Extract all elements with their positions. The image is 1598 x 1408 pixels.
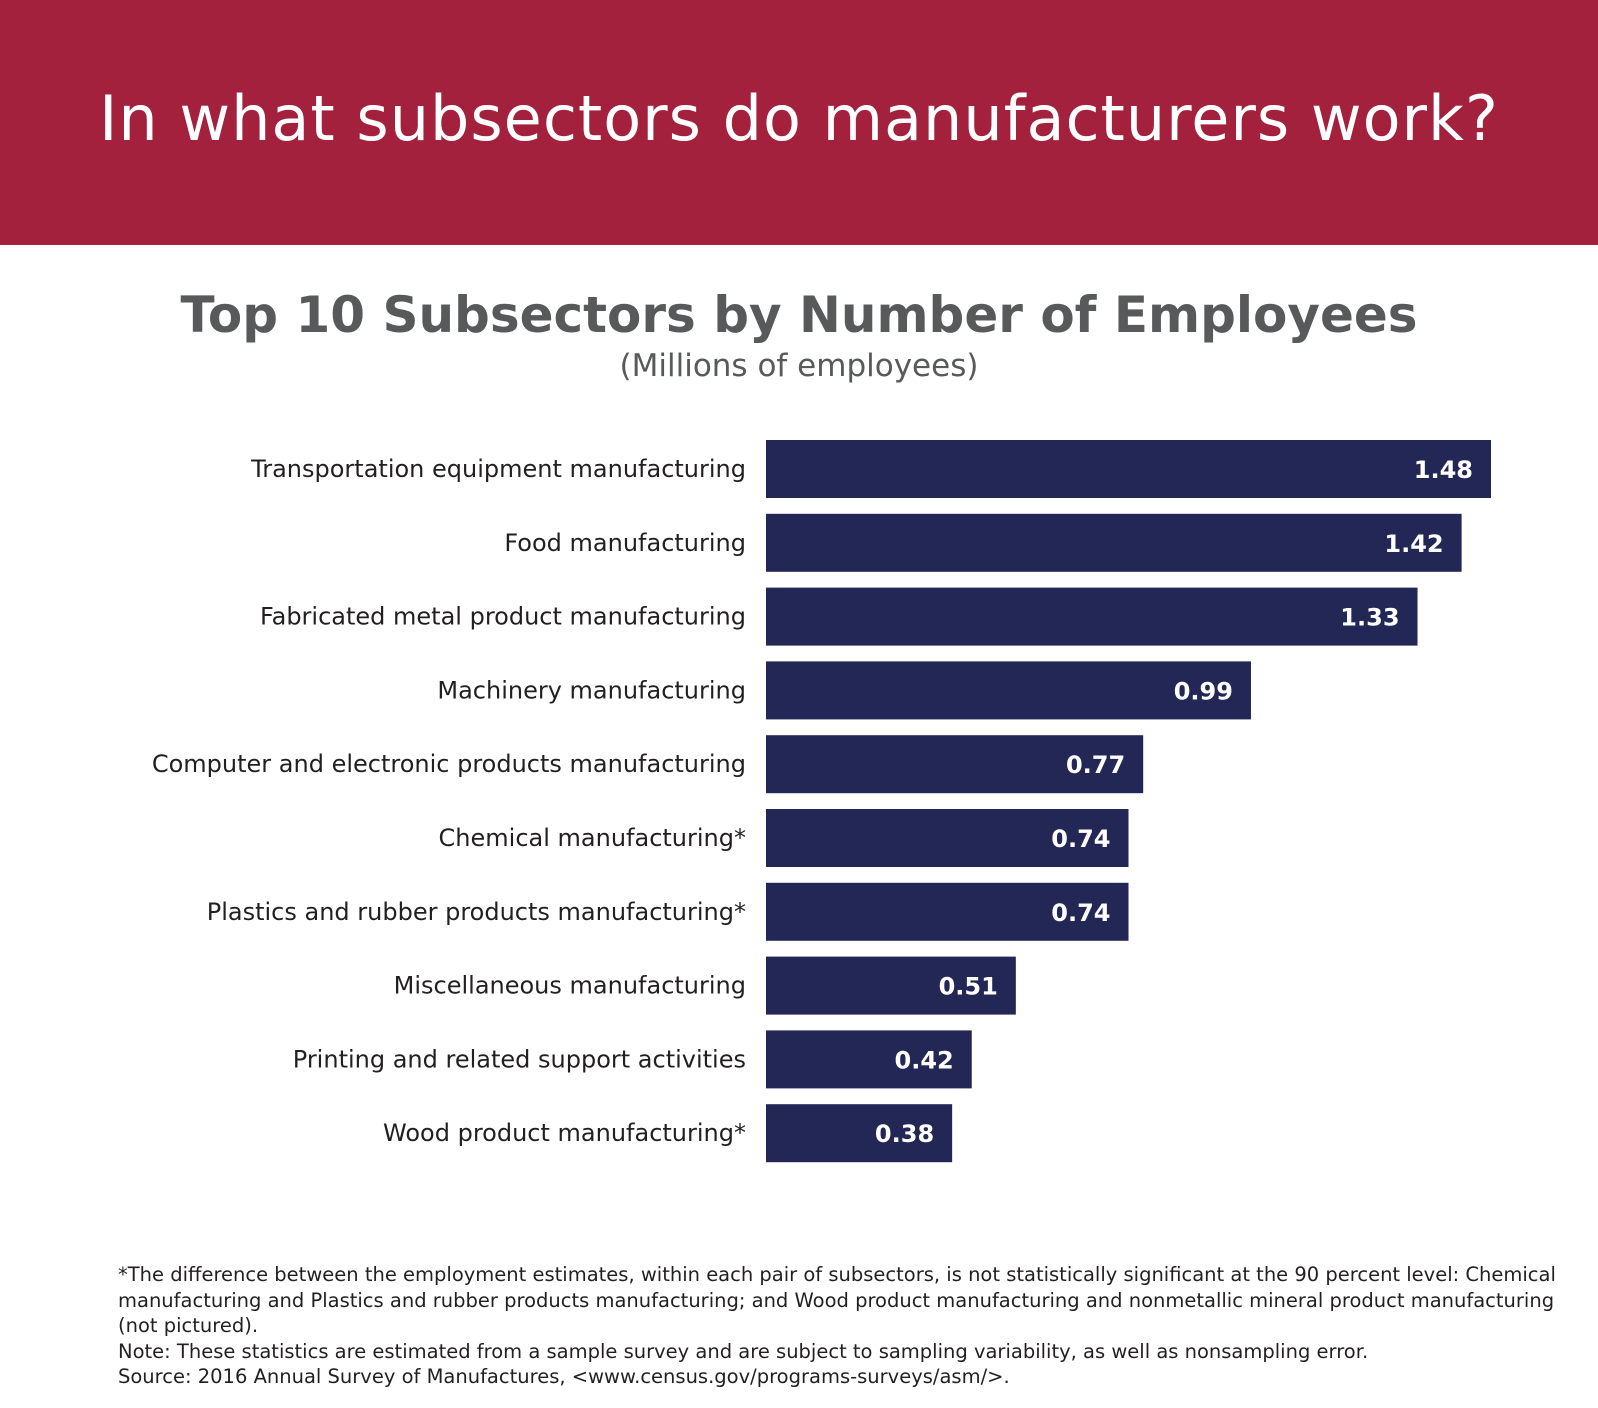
value-label-5: 0.77 <box>1066 751 1125 779</box>
header-banner: In what subsectors do manufacturers work… <box>0 0 1598 245</box>
banner-title: In what subsectors do manufacturers work… <box>99 82 1499 155</box>
bar-8 <box>766 956 1016 1015</box>
bar-10 <box>766 1104 953 1163</box>
asterisk-footnote: *The difference between the employment e… <box>118 1263 1556 1337</box>
category-label-8: Miscellaneous manufacturing <box>394 972 746 1000</box>
bar-9 <box>766 1030 972 1089</box>
value-label-3: 1.33 <box>1340 604 1399 632</box>
bar-6 <box>766 809 1129 867</box>
bar-4 <box>766 661 1251 720</box>
note-footnote: Note: These statistics are estimated fro… <box>118 1339 1369 1363</box>
value-label-2: 1.42 <box>1384 530 1443 558</box>
category-label-3: Fabricated metal product manufacturing <box>260 603 746 631</box>
category-label-2: Food manufacturing <box>504 529 746 557</box>
value-label-9: 0.42 <box>895 1046 954 1074</box>
bar-7 <box>766 882 1129 941</box>
value-label-7: 0.74 <box>1051 899 1110 927</box>
chart-title: Top 10 Subsectors by Number of Employees <box>180 286 1418 344</box>
bar-1 <box>766 440 1491 498</box>
bar-5 <box>766 735 1144 794</box>
value-label-6: 0.74 <box>1051 825 1110 853</box>
value-label-8: 0.51 <box>939 973 998 1001</box>
category-label-4: Machinery manufacturing <box>437 676 746 704</box>
footnotes: *The difference between the employment e… <box>118 1262 1558 1390</box>
category-label-5: Computer and electronic products manufac… <box>152 750 746 778</box>
bar-2 <box>766 513 1462 572</box>
value-label-1: 1.48 <box>1414 456 1473 484</box>
category-label-9: Printing and related support activities <box>293 1045 746 1073</box>
category-label-10: Wood product manufacturing* <box>383 1119 746 1147</box>
category-label-1: Transportation equipment manufacturing <box>250 455 746 483</box>
category-label-7: Plastics and rubber products manufacturi… <box>207 898 746 926</box>
source-footnote: Source: 2016 Annual Survey of Manufactur… <box>118 1365 1010 1388</box>
value-label-4: 0.99 <box>1174 677 1233 705</box>
bar-3 <box>766 587 1418 646</box>
category-label-6: Chemical manufacturing* <box>439 824 746 852</box>
chart-subtitle: (Millions of employees) <box>619 348 979 384</box>
value-label-10: 0.38 <box>875 1120 934 1148</box>
bar-chart: Transportation equipment manufacturing 1.… <box>152 440 1491 1163</box>
